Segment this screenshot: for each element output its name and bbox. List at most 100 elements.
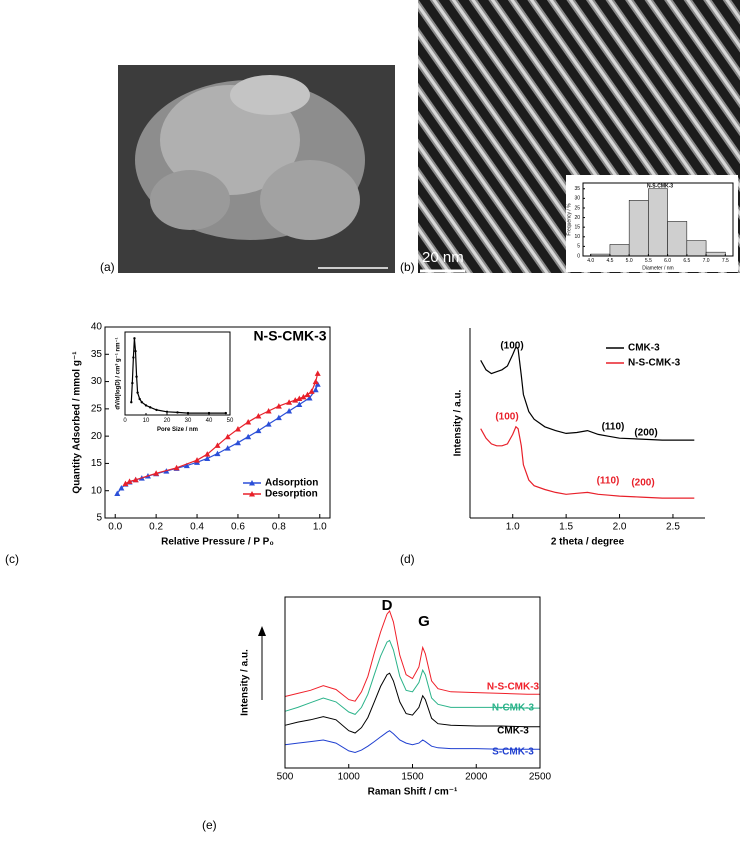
y-tick-label: 5 (96, 513, 102, 524)
scale-bar-label: 20 nm (422, 249, 464, 266)
marker (136, 391, 139, 394)
series-line (480, 425, 695, 499)
marker (204, 451, 211, 457)
series-line (284, 672, 540, 734)
y-axis-label: Intensity / a.u. (453, 389, 464, 456)
x-tick-label: 1000 (338, 772, 361, 783)
marker (304, 391, 311, 398)
x-tick-label: 10 (143, 418, 150, 424)
legend-label: Desorption (265, 489, 318, 500)
marker (173, 464, 180, 471)
y-tick-label: 15 (574, 225, 580, 231)
legend-label: N-CMK-3 (492, 703, 535, 714)
y-tick-label: 35 (574, 186, 580, 192)
x-tick-label: 5.5 (645, 258, 652, 264)
marker (183, 462, 190, 469)
plot-frame (582, 182, 734, 257)
series-line (284, 610, 540, 702)
legend-marker (249, 491, 255, 497)
series-line (480, 346, 695, 441)
annotation: (110) (597, 476, 620, 487)
x-tick-label: 0.6 (231, 522, 245, 533)
marker (296, 395, 303, 401)
y-tick-label: 20 (574, 215, 580, 221)
y-axis-label: dV/d(logD) / cm³ g⁻¹ nm⁻¹ (114, 337, 121, 409)
x-tick-label: 20 (164, 418, 171, 424)
x-tick-label: 0.0 (108, 522, 122, 533)
x-tick-label: 7.0 (703, 258, 710, 264)
y-tick-label: 25 (91, 403, 103, 414)
marker (265, 421, 272, 427)
annotation: D (382, 597, 393, 614)
x-tick-label: 4.5 (606, 258, 613, 264)
series-line (284, 639, 540, 715)
y-tick-label: 40 (91, 322, 103, 333)
marker (286, 399, 293, 405)
x-axis-label: Diameter / nm (642, 265, 673, 271)
legend-label: S-CMK-3 (492, 747, 534, 758)
chart-title: N-S-CMK-3 (253, 328, 326, 344)
annotation: G (418, 613, 430, 630)
x-tick-label: 30 (185, 418, 192, 424)
chart-title: N-S-CMK-3 (647, 183, 673, 189)
marker (122, 480, 129, 487)
x-tick-label: 0.4 (190, 522, 204, 533)
y-tick-label: 20 (91, 431, 103, 442)
x-tick-label: 1.0 (506, 522, 520, 533)
marker (126, 478, 133, 484)
panel-label: (c) (5, 552, 19, 566)
marker (275, 414, 282, 421)
y-tick-label: 35 (91, 349, 103, 360)
sem-image (118, 65, 395, 273)
marker (165, 410, 169, 414)
histogram-bar (609, 244, 630, 257)
panel-label: (a) (100, 260, 115, 274)
y-tick-label: 5 (577, 244, 580, 250)
marker (312, 378, 319, 385)
x-tick-label: 7.5 (722, 258, 729, 264)
marker (245, 433, 252, 440)
plot-frame (124, 331, 231, 416)
marker (314, 370, 321, 376)
y-tick-label: 10 (91, 485, 103, 496)
marker (300, 393, 307, 400)
marker (214, 442, 221, 448)
marker (194, 457, 201, 463)
x-axis-label: 2 theta / degree (551, 537, 625, 548)
histogram-bar (667, 221, 688, 257)
marker (214, 450, 221, 457)
annotation: (110) (602, 422, 625, 433)
series-line (130, 338, 226, 414)
x-tick-label: 50 (227, 418, 234, 424)
marker (132, 356, 135, 359)
marker (224, 411, 227, 415)
marker (234, 439, 241, 446)
x-tick-label: 6.0 (664, 258, 671, 264)
marker (312, 386, 319, 393)
x-axis-label: Pore Size / nm (157, 427, 198, 433)
marker (275, 403, 282, 409)
panel-label: (e) (202, 818, 217, 832)
y-tick-label: 15 (91, 458, 103, 469)
marker (224, 445, 231, 451)
annotation: (200) (631, 478, 654, 489)
legend-marker (249, 480, 255, 486)
x-axis-label: Raman Shift / cm⁻¹ (368, 787, 458, 798)
y-tick-label: 30 (574, 196, 580, 202)
marker (144, 404, 148, 407)
histogram-bar (648, 188, 668, 257)
x-tick-label: 4.0 (587, 258, 594, 264)
marker (155, 408, 158, 412)
series-line (284, 730, 540, 754)
y-tick-label: 25 (574, 205, 580, 211)
x-tick-label: 0.8 (272, 522, 286, 533)
y-axis-label: Frequency / % (566, 203, 572, 236)
x-tick-label: 1.0 (313, 522, 327, 533)
y-axis-label: Intensity / a.u. (240, 649, 251, 716)
marker (234, 426, 241, 432)
x-tick-label: 2.5 (666, 522, 680, 533)
x-tick-label: 2500 (529, 772, 552, 783)
annotation: (100) (500, 341, 523, 352)
marker (135, 375, 138, 378)
histogram-bar (686, 240, 707, 257)
